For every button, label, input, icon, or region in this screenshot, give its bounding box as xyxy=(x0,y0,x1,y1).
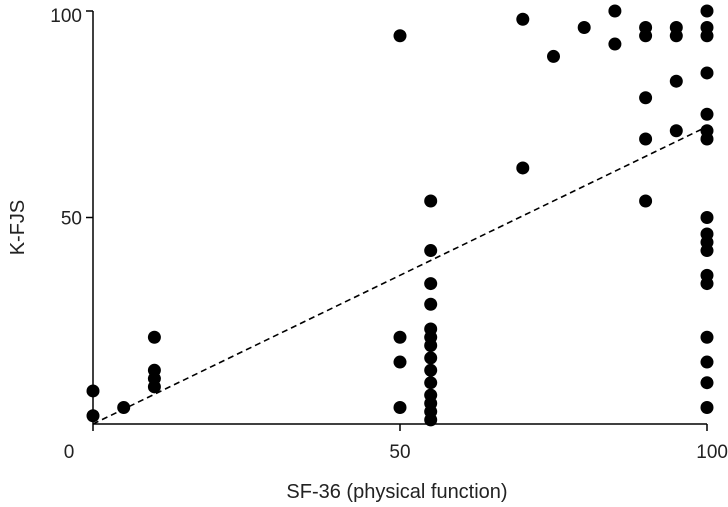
data-point xyxy=(424,297,438,311)
data-point xyxy=(700,330,714,344)
data-point xyxy=(608,4,622,18)
data-point xyxy=(700,29,714,43)
data-point xyxy=(577,21,591,35)
data-points xyxy=(86,4,714,427)
data-point xyxy=(424,194,438,208)
data-point xyxy=(393,330,407,344)
data-point xyxy=(424,376,438,390)
y-tick-label: 100 xyxy=(50,6,82,27)
data-point xyxy=(700,355,714,369)
y-axis-title: K-FJS xyxy=(7,200,29,256)
data-point xyxy=(639,91,653,105)
data-point xyxy=(117,400,131,414)
data-point xyxy=(639,29,653,43)
data-point xyxy=(424,351,438,365)
data-point xyxy=(700,376,714,390)
data-point xyxy=(86,384,100,398)
data-point xyxy=(639,132,653,146)
data-point xyxy=(424,413,438,427)
data-point xyxy=(393,355,407,369)
data-point xyxy=(700,132,714,146)
x-tick-label: 100 xyxy=(696,442,728,463)
trendline xyxy=(92,125,708,425)
data-point xyxy=(393,400,407,414)
data-point xyxy=(393,29,407,43)
data-point xyxy=(147,330,161,344)
data-point xyxy=(700,107,714,121)
data-point xyxy=(700,211,714,224)
data-point xyxy=(608,37,622,51)
y-tick-label: 50 xyxy=(61,209,82,230)
data-point xyxy=(669,29,683,43)
data-point xyxy=(86,409,100,423)
data-point xyxy=(669,124,683,138)
data-point xyxy=(516,12,530,26)
data-point xyxy=(424,277,438,291)
data-point xyxy=(424,244,438,258)
data-point xyxy=(547,49,560,63)
x-axis-title: SF-36 (physical function) xyxy=(286,481,507,503)
tick-labels: 0 50 100 50 100 xyxy=(50,6,728,463)
data-point xyxy=(147,380,161,394)
trendline-layer xyxy=(92,125,708,425)
data-point xyxy=(424,363,438,377)
data-point xyxy=(700,244,714,258)
data-point xyxy=(424,339,438,353)
x-tick-label: 50 xyxy=(389,442,410,463)
tick-marks xyxy=(86,10,708,431)
x-tick-label: 0 xyxy=(64,442,75,463)
data-point xyxy=(669,74,683,88)
data-point xyxy=(700,400,714,414)
data-point xyxy=(639,194,653,208)
data-point xyxy=(516,161,530,175)
data-point xyxy=(700,66,714,80)
data-point xyxy=(700,277,714,291)
data-point xyxy=(700,4,714,18)
